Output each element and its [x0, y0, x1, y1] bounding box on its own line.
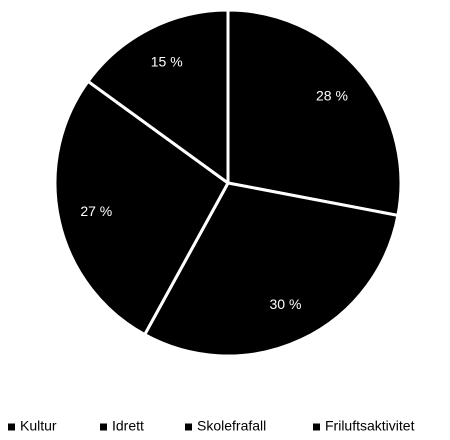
pie-slice [143, 181, 400, 358]
legend-label: Idrett [112, 418, 144, 434]
slice-label: 27 % [80, 203, 112, 219]
legend-swatch [100, 423, 107, 431]
pie-slice [86, 8, 230, 185]
pie-slice [53, 79, 230, 337]
slice-label: 30 % [269, 296, 301, 312]
legend-swatch [185, 423, 192, 431]
legend-swatch [313, 423, 320, 431]
legend-label: Kultur [20, 418, 57, 434]
slice-label: 28 % [316, 88, 348, 104]
legend-label: Friluftsaktivitet [325, 418, 415, 434]
pie-slice [226, 8, 403, 217]
slice-label: 15 % [151, 53, 183, 69]
legend-swatch [8, 423, 15, 431]
legend-label: Skolefrafall [197, 418, 266, 434]
